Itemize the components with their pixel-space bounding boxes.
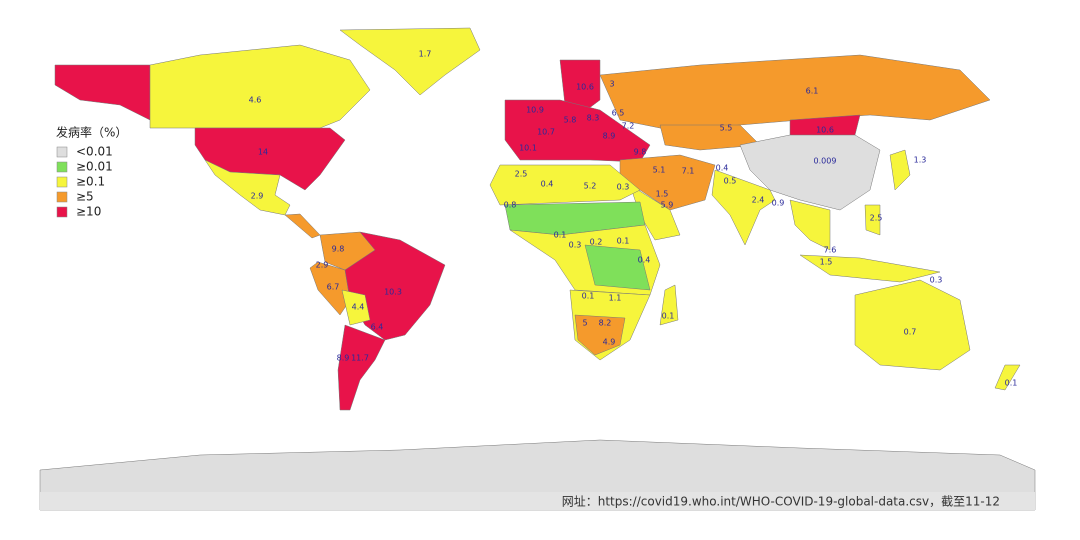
- usa: [194, 127, 346, 191]
- russia: [599, 54, 991, 131]
- rate-label: 4.9: [603, 338, 616, 347]
- legend-label: ≥0.01: [76, 160, 113, 174]
- australia: [854, 279, 971, 371]
- rate-label: 5: [582, 319, 587, 328]
- congo: [584, 244, 651, 291]
- rate-label: 10.6: [816, 126, 834, 135]
- rate-label: 0.8: [504, 201, 517, 210]
- footer: 网址：https://covid19.who.int/WHO-COVID-19-…: [562, 495, 1000, 509]
- rate-label: 0.3: [930, 276, 943, 285]
- rate-label: 8.3: [587, 114, 600, 123]
- rate-label: 5.1: [653, 166, 666, 175]
- legend-swatch: [56, 161, 68, 173]
- rate-label: 0.5: [724, 177, 737, 186]
- rate-label: 0.1: [617, 237, 630, 246]
- central-america: [284, 213, 321, 239]
- rate-label: 1.5: [820, 258, 833, 267]
- legend-swatch: [56, 206, 68, 218]
- legend-swatch: [56, 191, 68, 203]
- rate-label: 1.7: [419, 50, 432, 59]
- rate-label: 6.4: [371, 323, 384, 332]
- rate-label: 11.7: [351, 354, 369, 363]
- new-zealand: [994, 364, 1021, 391]
- rate-label: 0.1: [582, 292, 595, 301]
- rate-label: 2.5: [870, 214, 883, 223]
- rate-label: 0.3: [569, 241, 582, 250]
- rate-label: 9.8: [634, 148, 647, 157]
- legend-label: ≥10: [76, 205, 101, 219]
- rate-label: 0.1: [554, 231, 567, 240]
- rate-label: 8.9: [337, 354, 350, 363]
- rate-label: 6.5: [612, 109, 625, 118]
- rate-label: 0.4: [716, 164, 729, 173]
- rate-label: 6.1: [806, 87, 819, 96]
- rate-label: 5.5: [720, 124, 733, 133]
- rate-label: 0.9: [772, 199, 785, 208]
- rate-label: 2.4: [752, 196, 765, 205]
- rate-label: 1.5: [656, 190, 669, 199]
- japan: [889, 149, 911, 191]
- rate-label: 2.5: [515, 170, 528, 179]
- legend: <0.01≥0.01≥0.1≥5≥10: [56, 145, 113, 219]
- rate-label: 9.8: [332, 245, 345, 254]
- rate-label: 0.1: [662, 312, 675, 321]
- footer-bar: [40, 492, 1035, 510]
- southeast-asia: [789, 199, 831, 251]
- alaska: [54, 64, 151, 121]
- rate-label: 5.8: [564, 116, 577, 125]
- rate-label: 7.1: [682, 167, 695, 176]
- indonesia: [799, 254, 941, 283]
- india: [711, 169, 776, 246]
- legend-label: ≥5: [76, 190, 94, 204]
- legend-label: <0.01: [76, 145, 113, 159]
- rate-label: 10.9: [526, 106, 544, 115]
- rate-label: 10.1: [519, 144, 537, 153]
- bolivia: [341, 289, 371, 326]
- rate-label: 2.9: [316, 261, 329, 270]
- rate-label: 6.7: [327, 283, 340, 292]
- legend-swatch: [56, 176, 68, 188]
- southern-cone: [337, 324, 386, 411]
- rate-label: 0.7: [904, 328, 917, 337]
- rate-label: 2.9: [251, 192, 264, 201]
- south-africa: [574, 314, 626, 356]
- canada: [149, 44, 371, 129]
- rate-label: 5.2: [584, 182, 597, 191]
- rate-label: 10.6: [576, 83, 594, 92]
- rate-label: 4.6: [249, 96, 262, 105]
- rate-label: 8.9: [603, 132, 616, 141]
- rate-label: 4.4: [352, 303, 365, 312]
- philippines: [864, 204, 881, 236]
- madagascar: [659, 284, 679, 326]
- regions: [39, 27, 1036, 511]
- rate-label: 7.2: [622, 122, 635, 131]
- rate-label: 1.3: [914, 156, 927, 165]
- rate-label: 0.009: [814, 157, 837, 166]
- rate-label: 0.3: [617, 183, 630, 192]
- legend-title: 发病率（%）: [56, 125, 127, 140]
- rate-label: 0.2: [590, 238, 603, 247]
- rate-label: 0.4: [638, 256, 651, 265]
- greenland: [339, 27, 481, 96]
- rate-label: 7.6: [824, 246, 837, 255]
- rate-label: 10.7: [537, 128, 555, 137]
- legend-swatch: [56, 146, 68, 158]
- rate-label: 14: [258, 148, 268, 157]
- rate-label: 0.4: [541, 180, 554, 189]
- rate-label: 10.3: [384, 288, 402, 297]
- china: [739, 134, 881, 211]
- rate-label: 3: [609, 80, 614, 89]
- mexico: [204, 159, 291, 216]
- north-africa: [489, 164, 641, 206]
- legend-label: ≥0.1: [76, 175, 105, 189]
- kazakhstan: [659, 124, 761, 151]
- rate-label: 0.1: [1005, 379, 1018, 388]
- rate-label: 8.2: [599, 319, 612, 328]
- rate-label: 1.1: [609, 294, 622, 303]
- rate-label: 5.9: [661, 201, 674, 210]
